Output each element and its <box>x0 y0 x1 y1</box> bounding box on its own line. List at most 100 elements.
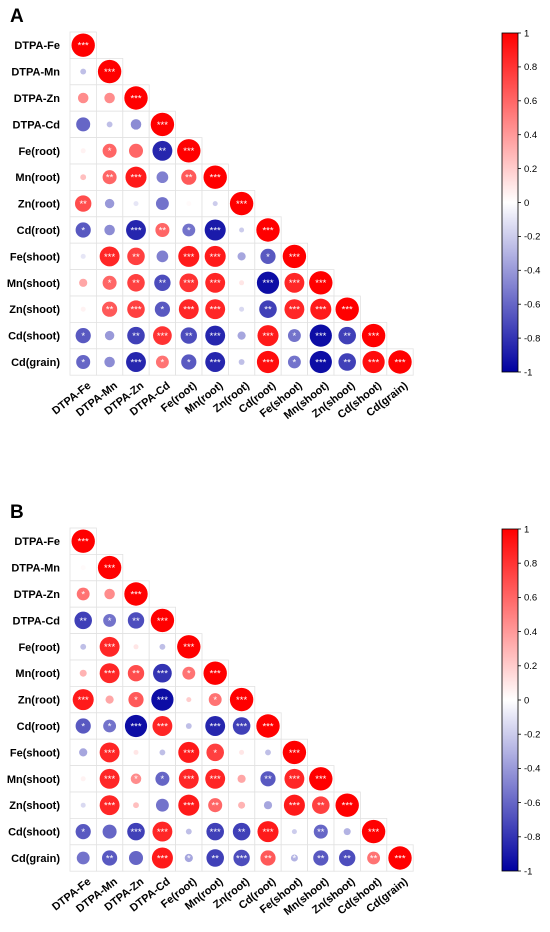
colorbar-tick-label: -0.8 <box>524 832 540 843</box>
correlation-circle <box>339 849 356 867</box>
significance-label: ** <box>79 199 87 210</box>
significance-label: ** <box>106 173 114 184</box>
significance-label: *** <box>315 278 326 289</box>
significance-label: * <box>187 669 191 680</box>
correlation-circle <box>284 768 305 789</box>
colorbar-tick-label: -1 <box>524 367 532 378</box>
correlation-circle <box>287 329 301 343</box>
correlation-circle <box>75 718 91 734</box>
correlation-circle <box>126 220 146 240</box>
correlation-circle <box>335 793 359 817</box>
correlation-circle <box>361 323 386 348</box>
grid-cell <box>122 844 150 872</box>
row-label: DTPA-Cd <box>13 119 60 131</box>
significance-label: ** <box>264 853 272 864</box>
significance-label: *** <box>157 853 168 864</box>
correlation-circle <box>125 166 147 188</box>
correlation-circle <box>76 851 90 865</box>
significance-label: ** <box>185 173 193 184</box>
colorbar <box>501 528 519 872</box>
correlation-circle <box>127 665 145 682</box>
correlation-circle <box>80 253 86 259</box>
significance-label: *** <box>210 669 221 680</box>
correlation-circle <box>99 663 120 684</box>
correlation-circle <box>155 355 169 369</box>
significance-label: * <box>81 589 85 600</box>
significance-label: ** <box>79 616 87 627</box>
colorbar-tick-label: 0.8 <box>524 559 537 570</box>
correlation-circle <box>182 666 196 680</box>
correlation-circle <box>388 350 412 374</box>
correlation-circle <box>104 198 115 209</box>
significance-label: *** <box>289 774 300 785</box>
row-label: Cd(root) <box>17 225 61 237</box>
row-label: Zn(shoot) <box>9 304 60 316</box>
row-label: Cd(shoot) <box>8 331 60 343</box>
significance-label: * <box>266 252 270 263</box>
significance-label: ** <box>159 278 167 289</box>
correlation-circle <box>104 588 115 600</box>
correlation-circle <box>156 250 169 263</box>
correlation-circle <box>260 771 276 787</box>
correlation-circle <box>205 272 226 293</box>
significance-label: * <box>293 853 297 864</box>
correlation-circle <box>103 613 117 627</box>
correlation-circle <box>130 119 142 130</box>
significance-label: ** <box>238 827 246 838</box>
significance-label: *** <box>183 774 194 785</box>
correlation-circle <box>205 325 226 346</box>
correlation-circle <box>127 326 145 345</box>
correlation-circle <box>233 849 250 867</box>
significance-label: * <box>213 748 217 759</box>
significance-label: *** <box>342 801 353 812</box>
significance-label: ** <box>132 331 140 342</box>
correlation-circle <box>159 643 166 650</box>
colorbar-tick-label: -0.8 <box>524 333 540 344</box>
correlation-circle <box>205 716 226 736</box>
correlation-circle <box>203 661 227 685</box>
panel-A: A************* ** ***** *** ** ***** **** *** **… <box>7 6 541 422</box>
significance-label: ** <box>317 801 325 812</box>
colorbar <box>501 32 519 373</box>
correlation-circle <box>133 749 139 755</box>
correlation-circle <box>155 197 169 211</box>
significance-label: * <box>161 305 165 316</box>
significance-label: ** <box>106 305 114 316</box>
correlation-circle <box>128 691 144 708</box>
row-label: Zn(shoot) <box>9 800 60 812</box>
correlation-circle <box>105 695 114 704</box>
significance-label: *** <box>183 278 194 289</box>
significance-label: *** <box>130 589 141 600</box>
significance-label: ** <box>264 774 272 785</box>
correlation-circle <box>127 822 145 841</box>
correlation-circle <box>75 823 91 840</box>
colorbar-tick-label: 0.4 <box>524 627 537 638</box>
correlation-circle <box>284 272 305 293</box>
correlation-circle <box>260 850 276 866</box>
correlation-circle <box>239 227 245 233</box>
significance-label: *** <box>262 278 273 289</box>
correlation-circle <box>229 687 254 712</box>
correlation-circle <box>208 693 222 707</box>
correlation-circle <box>127 300 145 318</box>
correlation-circle <box>75 195 92 212</box>
correlation-circle <box>79 748 88 757</box>
significance-label: ** <box>370 853 378 864</box>
row-label: Fe(root) <box>18 146 60 158</box>
correlation-circle <box>205 352 226 372</box>
correlation-circle <box>185 723 192 729</box>
correlation-circle <box>204 219 226 241</box>
row-label: Cd(grain) <box>11 853 60 865</box>
correlation-circle <box>80 802 86 808</box>
row-label: Mn(root) <box>15 668 60 680</box>
significance-label: ** <box>343 331 351 342</box>
significance-label: *** <box>130 173 141 184</box>
correlation-circle <box>256 271 280 294</box>
significance-label: ** <box>132 252 140 263</box>
correlation-circle <box>127 247 145 266</box>
significance-label: ** <box>317 827 325 838</box>
significance-label: *** <box>210 305 221 316</box>
significance-label: *** <box>157 827 168 838</box>
correlation-circle <box>287 355 301 369</box>
significance-label: *** <box>210 827 221 838</box>
